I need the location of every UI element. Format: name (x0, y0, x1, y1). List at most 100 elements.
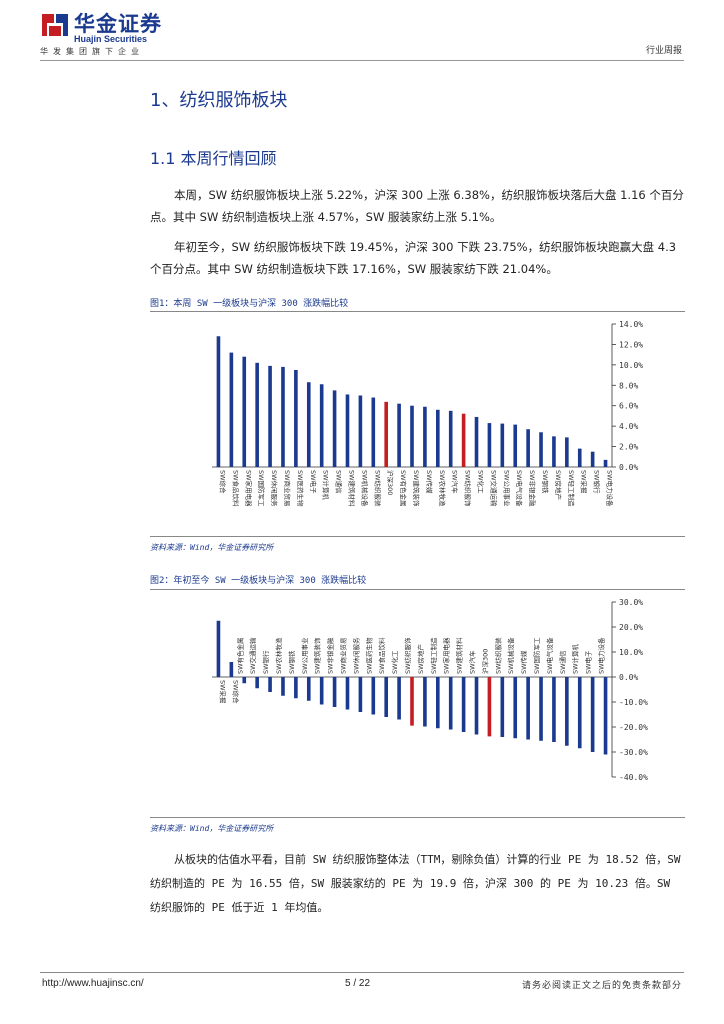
footer-disclaimer: 请务必阅读正文之后的免责条款部分 (521, 981, 682, 991)
x-tick-label: SW传媒 (425, 470, 434, 494)
x-tick-label: SW银行 (261, 650, 270, 674)
bar (539, 677, 543, 741)
x-tick-label: SW休闲服务 (270, 470, 279, 507)
bar (436, 409, 440, 467)
figure-1-bottom-rule (150, 536, 685, 537)
bar (603, 677, 608, 755)
x-tick-label: SW交通运输 (489, 470, 498, 507)
bar (281, 677, 285, 696)
x-tick-label: SW商业贸易 (283, 470, 292, 507)
x-tick-label: SW纺织服装 (493, 637, 502, 674)
bar (306, 382, 311, 467)
brand-name-cn: 华金证券 (74, 12, 162, 36)
y-tick-label: 10.0% (619, 361, 643, 370)
bar (255, 362, 259, 467)
x-tick-label: SW机械设备 (360, 470, 369, 507)
x-tick-label: SW有色金属 (235, 637, 244, 674)
x-tick-label: SW非银金融 (528, 470, 537, 507)
bar (345, 677, 350, 710)
bar (216, 620, 221, 677)
x-tick-label: SW电力设备 (606, 470, 615, 507)
y-tick-label: -20.0% (619, 723, 648, 732)
x-tick-label: SW家用电器 (442, 637, 451, 674)
bar (487, 423, 492, 467)
x-tick-label: SW纺织服饰 (403, 637, 412, 674)
bar (552, 677, 556, 742)
figure-1-top-rule (150, 311, 685, 312)
x-tick-label: SW食品饮料 (377, 637, 386, 674)
x-tick-label: SW建筑装饰 (412, 470, 421, 507)
y-tick-label: 4.0% (619, 422, 638, 431)
figure-2-chart: 30.0% 20.0% 10.0% 0.0% -10.0% -20.0% -30.0% -40… (150, 592, 685, 806)
x-tick-label: SW医药生物 (364, 637, 373, 674)
y-tick-label: -10.0% (619, 698, 648, 707)
subsection-heading: 1.1 本周行情回顾 (150, 149, 277, 168)
x-tick-label: SW钢铁 (541, 470, 550, 494)
x-tick-label: SW化工 (477, 470, 486, 494)
x-tick-label: SW采掘 (580, 470, 589, 494)
page-number: 5 / 22 (345, 978, 371, 989)
bar (448, 410, 453, 467)
bar (319, 677, 324, 705)
bar (461, 413, 466, 467)
x-tick-label: SW医药生物 (296, 470, 305, 507)
x-tick-label: SW综合 (218, 470, 227, 494)
x-tick-label: SW国防军工 (257, 470, 266, 507)
bar (590, 451, 595, 467)
bar (539, 432, 543, 467)
bar (487, 677, 492, 737)
bar (565, 677, 569, 746)
bar (565, 437, 569, 467)
x-tick-label: SW商业贸易 (338, 637, 347, 674)
x-tick-label: SW建筑材料 (455, 637, 464, 674)
bar (242, 356, 247, 467)
y-tick-label: 6.0% (619, 402, 638, 411)
bar (281, 366, 285, 467)
report-type: 行业周报 (645, 46, 682, 56)
x-tick-label: SW钢铁 (287, 650, 296, 674)
bar (268, 365, 272, 467)
y-tick-label: 14.0% (619, 320, 643, 329)
x-tick-label: SW银行 (593, 470, 602, 494)
bar (268, 677, 272, 692)
footer-website-link[interactable]: http://www.huajinsc.cn/ (42, 978, 144, 989)
bar (552, 436, 556, 467)
y-tick-label: 8.0% (619, 381, 638, 390)
figure-2-bottom-rule (150, 817, 685, 818)
x-tick-label: SW公用事业 (502, 470, 511, 507)
bar (371, 397, 376, 467)
y-tick-label: 30.0% (619, 598, 643, 607)
company-logo: 华金证券 Huajin Securities 华发集团旗下企业 (40, 10, 170, 66)
x-tick-label: SW电气设备 (545, 637, 554, 674)
chart-2-svg: 30.0% 20.0% 10.0% 0.0% -10.0% -20.0% -30.0% -40… (212, 598, 648, 782)
bar (603, 459, 608, 467)
figure-1-source: 资料来源：Wind，华金证券研究所 (150, 543, 274, 552)
x-tick-label: SW综合 (231, 680, 240, 704)
bar (577, 677, 582, 749)
y-tick-label: 10.0% (619, 648, 643, 657)
bar (474, 416, 479, 467)
figure-1-title: 图1：本周 SW 一级板块与沪深 300 涨跌幅比较 (150, 299, 349, 309)
paragraph-weekly-review: 本周，SW 纺织服饰板块上涨 5.22%，沪深 300 上涨 6.38%，纺织服… (150, 188, 684, 224)
x-tick-label: SW通信 (335, 470, 344, 494)
header-divider (40, 60, 684, 61)
bar (384, 677, 388, 717)
bar (397, 677, 401, 720)
bar (474, 677, 479, 735)
x-tick-label: SW计算机 (571, 643, 580, 674)
bar (229, 662, 234, 677)
bar (500, 677, 505, 737)
bar (319, 384, 324, 467)
bar (513, 677, 518, 739)
bar (294, 369, 298, 467)
x-tick-label: SW休闲服务 (351, 637, 360, 674)
x-tick-label: SW采掘 (218, 680, 227, 704)
bar (332, 390, 337, 467)
bar (526, 677, 530, 740)
paragraph-valuation: 从板块的估值水平看，目前 SW 纺织服饰整体法（TTM，剔除负值）计算的行业 P… (150, 853, 681, 914)
footer-divider (40, 972, 684, 973)
x-tick-label: SW电气设备 (515, 470, 524, 507)
bar (397, 403, 401, 467)
bar (216, 336, 221, 467)
bar (461, 677, 466, 732)
